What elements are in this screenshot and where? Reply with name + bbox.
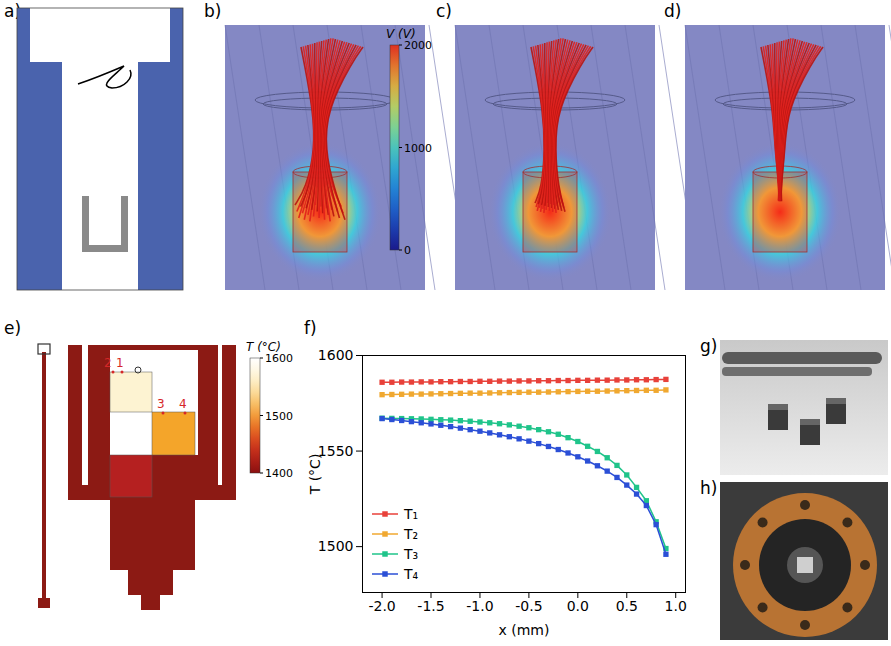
svg-text:h): h) [700,478,717,498]
svg-text:e): e) [4,318,21,338]
svg-text:0.5: 0.5 [616,598,638,614]
svg-text:V (V): V (V) [386,27,416,41]
svg-text:1: 1 [116,356,124,370]
svg-text:1400: 1400 [265,467,293,480]
svg-text:1500: 1500 [265,410,293,423]
svg-text:4: 4 [179,397,187,411]
svg-text:d): d) [664,1,681,21]
html-text:T₃: T₃ [404,546,419,562]
svg-text:1.0: 1.0 [665,598,687,614]
svg-text:2: 2 [104,356,112,370]
svg-text:-0.5: -0.5 [515,598,542,614]
svg-text:f): f) [304,318,317,338]
svg-text:1600: 1600 [318,347,354,363]
svg-text:g): g) [700,336,717,356]
svg-text:1550: 1550 [317,442,354,459]
svg-text:a): a) [4,1,22,21]
html-text:T₄: T₄ [404,566,419,582]
svg-text:-2.0: -2.0 [368,598,395,614]
svg-text:0: 0 [404,244,411,257]
svg-text:2000: 2000 [404,39,432,52]
svg-text:0.0: 0.0 [567,598,589,614]
svg-text:3: 3 [157,397,165,411]
svg-text:T (°C): T (°C) [246,340,281,354]
html-text:T₁: T₁ [404,506,419,522]
svg-text:c): c) [436,1,452,21]
svg-text:x (mm): x (mm) [499,622,550,638]
html-text:T₂: T₂ [404,526,419,542]
svg-text:-1.0: -1.0 [466,598,493,614]
svg-text:T (°C): T (°C) [307,454,323,496]
svg-text:b): b) [204,1,221,21]
svg-text:1000: 1000 [404,142,432,155]
svg-text:1500: 1500 [318,538,354,554]
svg-text:-1.5: -1.5 [417,598,444,614]
svg-text:1600: 1600 [265,352,293,365]
